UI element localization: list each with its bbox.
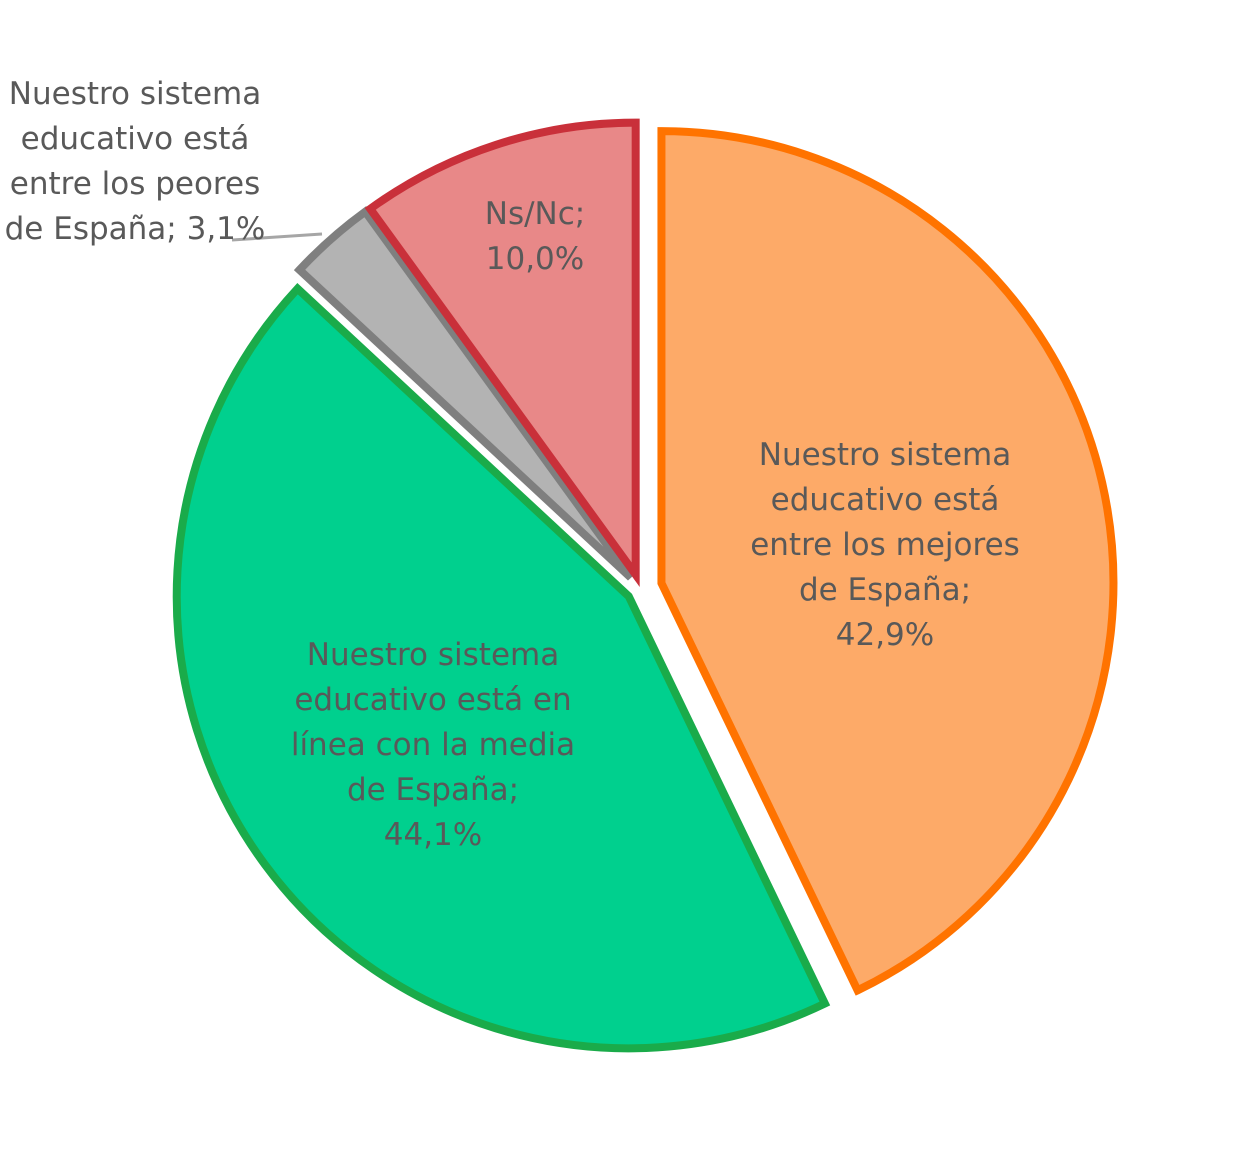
category-label: Nuestro sistema educativo está en línea … — [290, 636, 576, 808]
data-label: Ns/Nc; 10,0% — [485, 192, 585, 282]
pie-slice — [657, 127, 1118, 996]
value-label: 44,1% — [383, 816, 483, 853]
label-box: Nuestro sistema educativo está entre los… — [735, 345, 1035, 745]
category-label: Nuestro sistema educativo está entre los… — [750, 436, 1020, 608]
pie-slice — [172, 283, 831, 1053]
data-label: Nuestro sistema educativo está entre los… — [0, 72, 270, 252]
label-box: Nuestro sistema educativo está en línea … — [283, 545, 583, 945]
label-box: Ns/Nc; 10,0% — [435, 37, 635, 437]
leader-line — [231, 232, 323, 242]
value-label: 10,0% — [485, 241, 585, 277]
category-label: Nuestro sistema educativo está entre los… — [4, 76, 262, 247]
label-box: Nuestro sistema educativo está entre los… — [0, 0, 270, 362]
pie-slice — [293, 206, 634, 581]
label-wrap: Nuestro sistema educativo está entre los… — [0, 0, 270, 362]
pie-slice — [364, 118, 640, 588]
category-label: Ns/Nc; — [484, 196, 586, 232]
label-wrap: Nuestro sistema educativo está en línea … — [283, 545, 583, 945]
value-label: 3,1% — [186, 211, 266, 247]
value-label: 42,9% — [835, 616, 935, 653]
label-wrap: Nuestro sistema educativo está entre los… — [735, 345, 1035, 745]
data-label: Nuestro sistema educativo está en línea … — [283, 633, 583, 858]
data-label: Nuestro sistema educativo está entre los… — [735, 433, 1035, 658]
label-wrap: Ns/Nc; 10,0% — [435, 37, 635, 437]
